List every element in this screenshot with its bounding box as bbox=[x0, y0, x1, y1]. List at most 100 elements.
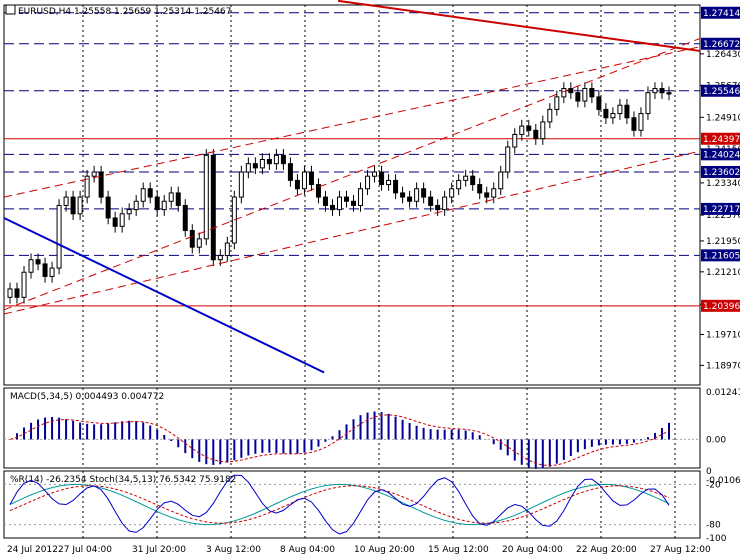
macd-signal-line bbox=[9, 414, 670, 467]
candle-body bbox=[575, 92, 581, 102]
candle-body bbox=[428, 196, 434, 206]
stoch-signal-line bbox=[9, 485, 670, 524]
candle-body bbox=[7, 288, 13, 298]
candle-body bbox=[505, 146, 511, 173]
candle-body bbox=[98, 171, 104, 198]
candle-body bbox=[112, 217, 118, 227]
candle-body bbox=[266, 159, 272, 165]
candle-body bbox=[224, 242, 230, 257]
x-tick-label: 31 Jul 20:00 bbox=[132, 545, 186, 555]
y-tick-label: 1.19710 bbox=[706, 330, 740, 340]
candle-body bbox=[196, 238, 202, 248]
macd-y-tick-label: 0.012412 bbox=[706, 388, 740, 398]
candle-body bbox=[56, 204, 62, 269]
candle-body bbox=[329, 204, 335, 211]
candle-body bbox=[645, 92, 651, 115]
candle-body bbox=[315, 184, 321, 198]
candle-body bbox=[154, 196, 160, 211]
candle-body bbox=[631, 117, 637, 131]
candle-body bbox=[35, 259, 41, 265]
trendline-support-down bbox=[3, 217, 325, 374]
x-tick-label: 10 Aug 20:00 bbox=[354, 545, 415, 555]
candle-body bbox=[14, 288, 20, 298]
wpr-line bbox=[9, 474, 670, 535]
macd-y-tick-label: -0.010687 bbox=[706, 476, 740, 486]
candle-body bbox=[336, 196, 342, 211]
candle-body bbox=[84, 175, 90, 198]
price-level-label: 1.20396 bbox=[703, 302, 740, 312]
candle-body bbox=[400, 192, 406, 198]
candle-body bbox=[498, 171, 504, 190]
price-level-label-box bbox=[701, 84, 740, 97]
candle-body bbox=[519, 125, 525, 135]
x-tick-label: 3 Aug 12:00 bbox=[206, 545, 261, 555]
y-tick-label: 1.23340 bbox=[706, 179, 740, 189]
candle-body bbox=[126, 209, 132, 215]
candle-body bbox=[372, 171, 378, 177]
candle-body bbox=[182, 204, 188, 231]
candle-body bbox=[161, 200, 167, 211]
price-level-label: 1.23602 bbox=[703, 168, 740, 178]
candle-body bbox=[28, 259, 34, 273]
candle-body bbox=[77, 196, 83, 215]
candle-body bbox=[365, 175, 371, 190]
candle-body bbox=[582, 88, 588, 102]
x-tick-label: 22 Aug 20:00 bbox=[576, 545, 637, 555]
candle-body bbox=[435, 204, 441, 211]
candle-body bbox=[63, 196, 69, 206]
candle-body bbox=[512, 133, 518, 148]
candle-body bbox=[203, 154, 209, 240]
price-level-label: 1.22717 bbox=[703, 205, 740, 215]
price-level-label: 1.27414 bbox=[703, 9, 740, 19]
price-level-label: 1.25546 bbox=[703, 87, 740, 97]
candle-body bbox=[386, 179, 392, 186]
price-level-label: 1.24024 bbox=[703, 150, 740, 160]
candle-body bbox=[301, 171, 307, 190]
candle-body bbox=[624, 104, 630, 119]
x-tick-label: 15 Aug 12:00 bbox=[428, 545, 489, 555]
candle-body bbox=[294, 179, 300, 190]
candle-body bbox=[287, 163, 293, 181]
candle-body bbox=[147, 188, 153, 198]
chart-header: EURUSD,H4 1.25558 1.25659 1.25314 1.2546… bbox=[18, 7, 231, 17]
stoch-main-line bbox=[9, 483, 670, 526]
main-panel-frame bbox=[3, 4, 701, 386]
stoch-y-tick-label: -80 bbox=[706, 521, 721, 531]
stoch-panel-frame bbox=[3, 470, 701, 539]
candle-body bbox=[638, 113, 644, 131]
candle-body bbox=[273, 154, 279, 165]
price-level-label: 1.26672 bbox=[703, 40, 740, 50]
candle-body bbox=[280, 154, 286, 165]
candle-body bbox=[259, 159, 265, 169]
candle-body bbox=[540, 121, 546, 140]
x-tick-label: 24 Jul 2012 bbox=[7, 545, 58, 555]
candle-body bbox=[133, 200, 139, 211]
macd-y-tick-label: 0.00 bbox=[706, 435, 726, 445]
price-level-label-box bbox=[701, 6, 740, 19]
macd-panel-frame bbox=[3, 387, 701, 469]
x-tick-label: 27 Jul 04:00 bbox=[58, 545, 112, 555]
candle-body bbox=[91, 171, 97, 177]
candle-body bbox=[70, 196, 76, 215]
y-tick-label: 1.24910 bbox=[706, 113, 740, 123]
candle-body bbox=[140, 188, 146, 202]
trendline-channel-upper bbox=[3, 37, 701, 311]
candle-body bbox=[554, 96, 560, 110]
price-level-label-box bbox=[701, 37, 740, 50]
price-level-label-box bbox=[701, 165, 740, 178]
candle-body bbox=[358, 188, 364, 206]
candle-body bbox=[610, 113, 616, 119]
stoch-title: %R(14) -26.2354 Stoch(34,5,13) 76.5342 7… bbox=[10, 475, 236, 485]
candle-body bbox=[168, 192, 174, 202]
y-tick-label: 1.21210 bbox=[706, 268, 740, 278]
price-level-label-box bbox=[701, 132, 740, 145]
trendline-channel-lower bbox=[3, 150, 701, 315]
candle-body bbox=[421, 188, 427, 198]
price-level-label-box bbox=[701, 249, 740, 262]
price-level-label-box bbox=[701, 202, 740, 215]
candle-body bbox=[596, 96, 602, 110]
candle-body bbox=[322, 196, 328, 206]
candle-body bbox=[666, 92, 672, 95]
